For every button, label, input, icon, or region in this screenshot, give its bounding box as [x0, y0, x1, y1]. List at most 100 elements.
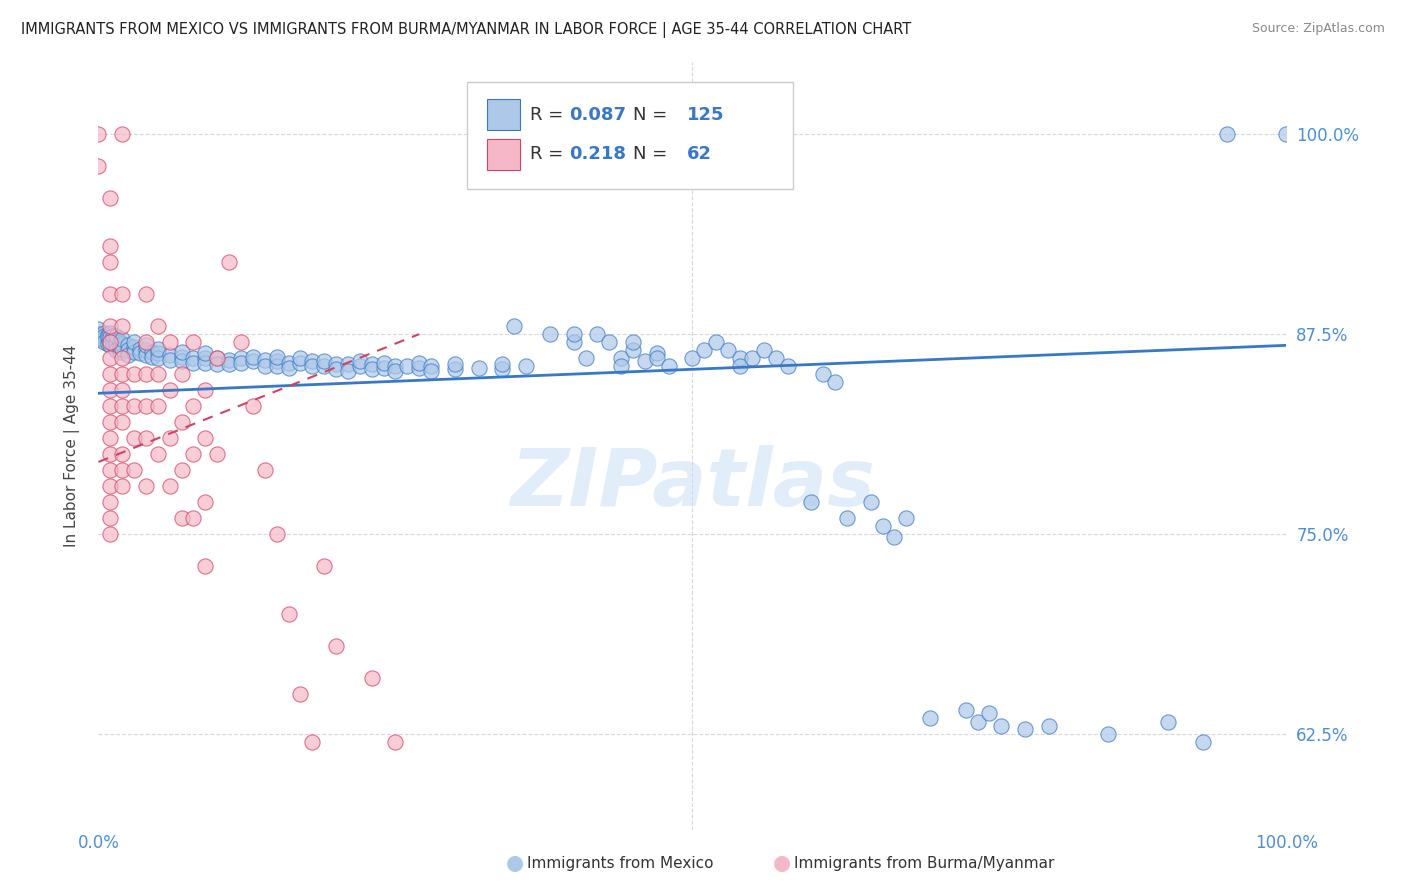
Point — [101, 328, 124, 343]
Point — [97, 336, 120, 351]
Point — [93, 328, 115, 343]
Point — [384, 734, 406, 748]
Point — [117, 338, 139, 352]
Point — [360, 358, 382, 372]
Point — [645, 351, 668, 365]
Point — [314, 359, 336, 373]
Point — [562, 335, 585, 350]
Point — [111, 383, 134, 397]
Point — [610, 351, 633, 365]
Point — [170, 350, 193, 364]
Point — [111, 319, 134, 334]
Point — [325, 362, 347, 376]
Point — [314, 354, 336, 368]
Point — [135, 348, 157, 362]
Point — [170, 415, 193, 429]
Text: R =: R = — [530, 145, 568, 163]
Point — [135, 431, 157, 445]
Point — [98, 495, 121, 509]
Point — [111, 336, 134, 351]
Text: IMMIGRANTS FROM MEXICO VS IMMIGRANTS FROM BURMA/MYANMAR IN LABOR FORCE | AGE 35-: IMMIGRANTS FROM MEXICO VS IMMIGRANTS FRO… — [21, 22, 911, 38]
Text: ZIPatlas: ZIPatlas — [510, 445, 875, 524]
Text: ●: ● — [506, 854, 524, 873]
Point — [146, 447, 169, 461]
Point — [314, 558, 336, 573]
Point — [170, 344, 193, 359]
Point — [896, 511, 918, 525]
Point — [658, 359, 681, 373]
Point — [87, 327, 110, 342]
Point — [266, 350, 288, 364]
Point — [396, 359, 419, 373]
Point — [325, 358, 347, 372]
Point — [159, 383, 181, 397]
Point — [515, 359, 537, 373]
Point — [105, 334, 128, 348]
Text: Source: ZipAtlas.com: Source: ZipAtlas.com — [1251, 22, 1385, 36]
Point — [360, 362, 382, 376]
Point — [105, 328, 128, 343]
Point — [159, 479, 181, 493]
Point — [183, 335, 205, 350]
Point — [301, 354, 323, 368]
Point — [621, 343, 644, 357]
Point — [117, 343, 139, 357]
Point — [98, 326, 121, 340]
Point — [111, 367, 134, 381]
Point — [645, 346, 668, 360]
Text: 125: 125 — [686, 105, 724, 124]
Point — [159, 431, 181, 445]
Point — [97, 327, 120, 342]
Point — [420, 364, 443, 378]
Point — [218, 352, 240, 367]
Point — [98, 255, 121, 269]
Point — [146, 319, 169, 334]
Point — [384, 359, 406, 373]
Point — [117, 348, 139, 362]
Point — [98, 511, 121, 525]
Point — [146, 351, 169, 365]
Point — [218, 255, 240, 269]
Point — [194, 558, 217, 573]
Point — [765, 351, 787, 365]
Bar — [486, 99, 520, 130]
Point — [621, 335, 644, 350]
Point — [1192, 734, 1215, 748]
Point — [242, 399, 264, 413]
Point — [266, 527, 288, 541]
Point — [408, 356, 430, 370]
Point — [98, 287, 121, 301]
Point — [122, 335, 145, 350]
Point — [835, 511, 858, 525]
Point — [349, 354, 371, 368]
Point — [277, 607, 299, 621]
Point — [979, 706, 1001, 720]
Point — [1038, 719, 1060, 733]
Point — [111, 479, 134, 493]
Point — [741, 351, 763, 365]
Point — [97, 328, 120, 343]
Point — [717, 343, 740, 357]
Point — [728, 351, 751, 365]
Point — [955, 703, 977, 717]
Point — [277, 356, 299, 370]
Point — [253, 359, 276, 373]
Point — [824, 375, 846, 389]
Point — [420, 359, 443, 373]
Point — [98, 367, 121, 381]
Point — [373, 360, 395, 375]
Point — [111, 342, 134, 356]
Point — [800, 495, 823, 509]
Point — [301, 734, 323, 748]
Point — [693, 343, 716, 357]
Point — [194, 383, 217, 397]
Point — [218, 358, 240, 372]
Point — [141, 350, 163, 364]
Point — [135, 338, 157, 352]
Point — [105, 343, 128, 357]
Text: R =: R = — [530, 105, 568, 124]
Point — [336, 364, 359, 378]
Point — [146, 399, 169, 413]
Point — [301, 359, 323, 373]
Point — [491, 362, 513, 376]
